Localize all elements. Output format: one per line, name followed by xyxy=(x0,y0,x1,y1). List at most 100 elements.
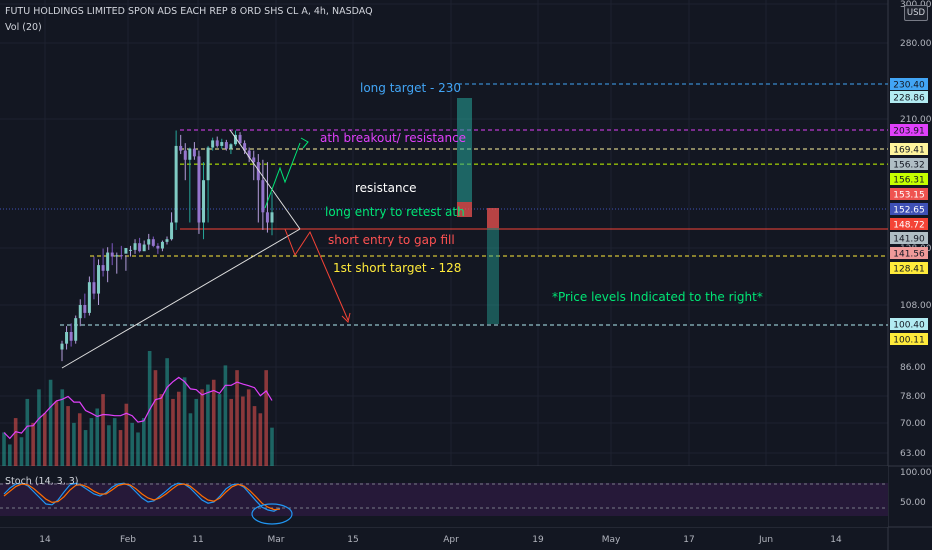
volume-bar xyxy=(37,389,41,466)
candle-body xyxy=(87,282,91,313)
long-stop-zone xyxy=(457,202,472,217)
long-target-zone xyxy=(457,98,472,202)
candle-body xyxy=(197,156,201,223)
price-label-tag xyxy=(890,188,928,200)
time-axis-tick: Mar xyxy=(268,535,285,545)
price-label-value: 169.41 xyxy=(893,146,925,156)
short-target-zone xyxy=(487,228,499,324)
time-axis-tick: May xyxy=(602,535,621,545)
candle-body xyxy=(238,134,242,144)
volume-ma-line xyxy=(3,376,273,440)
price-label-value: 156.31 xyxy=(893,176,925,186)
price-label-tag xyxy=(890,143,928,155)
candle-body xyxy=(192,148,196,157)
annotations: long target - 230 ath breakout/ resistanc… xyxy=(320,81,763,304)
candle-body xyxy=(101,265,105,271)
volume-bar xyxy=(264,370,268,466)
volume-bar xyxy=(83,430,88,466)
annotation-text: short entry to gap fill xyxy=(328,233,455,247)
volume-bar xyxy=(217,394,222,466)
price-label-value: 141.56 xyxy=(893,250,925,260)
time-axis-tick: 17 xyxy=(683,535,694,545)
volume-bar xyxy=(211,379,216,466)
annotation-text: long target - 230 xyxy=(360,81,461,95)
candle-body xyxy=(115,255,119,257)
price-label-value: 228.86 xyxy=(893,94,925,104)
candle-body xyxy=(142,244,146,252)
candle-body xyxy=(160,241,164,249)
candle-body xyxy=(233,134,237,145)
volume-bar xyxy=(258,413,263,466)
candle-body xyxy=(270,212,274,223)
stoch-indicator-label: Stoch (14, 3, 3) xyxy=(5,476,79,487)
candle-body xyxy=(265,212,269,223)
candle-body xyxy=(60,343,64,350)
candle-body xyxy=(138,243,142,252)
volume-bar xyxy=(165,358,169,466)
volume-bar xyxy=(60,389,65,466)
candle-body xyxy=(83,305,87,313)
time-axis-tick: 14 xyxy=(39,535,51,545)
price-label-value: 141.90 xyxy=(893,235,925,245)
candle-body xyxy=(74,318,78,341)
candle-body xyxy=(188,148,192,160)
stochastic-panel xyxy=(0,466,888,527)
price-label-tag xyxy=(890,78,928,90)
annotation-text: ath breakout/ resistance xyxy=(320,131,466,145)
price-axis-tick: 63.00 xyxy=(900,449,926,459)
symbol-title: FUTU HOLDINGS LIMITED SPON ADS EACH REP … xyxy=(5,6,373,17)
price-label-value: 153.15 xyxy=(893,191,925,201)
candles xyxy=(60,130,274,362)
stoch-k-line xyxy=(3,482,281,512)
volume-bar xyxy=(8,444,12,466)
candle-body xyxy=(106,252,110,271)
candle-body xyxy=(69,332,73,341)
price-label-value: 128.41 xyxy=(893,265,925,275)
volume-bar xyxy=(95,408,100,466)
volume-bar xyxy=(136,432,140,466)
volume-bar xyxy=(206,384,210,466)
time-axis-tick: Apr xyxy=(443,535,459,545)
short-stop-zone xyxy=(487,208,499,228)
candle-body xyxy=(183,150,187,160)
volume-bar xyxy=(31,422,35,466)
volume-bar xyxy=(89,418,94,466)
volume-bar xyxy=(118,430,123,466)
price-label-tag xyxy=(890,173,928,185)
candle-body xyxy=(256,162,260,181)
volume-bars xyxy=(2,351,274,466)
candle-body xyxy=(243,143,247,151)
stoch-axis-tick: 50.00 xyxy=(900,498,926,508)
volume-bar xyxy=(182,377,187,466)
price-label-value: 152.65 xyxy=(893,206,925,216)
currency-button[interactable]: USD xyxy=(904,5,928,21)
candle-body xyxy=(151,239,155,246)
candle-body xyxy=(133,243,137,250)
volume-bar xyxy=(241,396,245,466)
price-label-value: 230.40 xyxy=(893,81,925,91)
candle-body xyxy=(211,140,215,148)
volume-bar xyxy=(25,398,30,466)
short-arrow-head xyxy=(341,312,351,323)
volume-bar xyxy=(77,413,82,466)
volume-bar xyxy=(194,398,199,466)
volume-indicator-label: Vol (20) xyxy=(5,22,42,33)
long-arrow-head xyxy=(300,137,309,149)
stoch-axis-tick: 100.00 xyxy=(900,468,932,478)
volume-bar xyxy=(19,437,24,466)
price-levels xyxy=(0,83,888,326)
volume-bar xyxy=(200,389,204,466)
volume-bar xyxy=(159,394,164,466)
price-label-tag xyxy=(890,91,928,103)
candle-body xyxy=(224,142,228,149)
candle-body xyxy=(97,265,101,294)
volume-bar xyxy=(72,422,76,466)
volume-bar xyxy=(176,391,181,466)
price-axis-tick: 86.00 xyxy=(900,363,926,373)
candle-body xyxy=(110,252,114,257)
volume-bar xyxy=(107,425,111,466)
volume-bar xyxy=(223,365,228,466)
time-axis-tick: Feb xyxy=(120,535,136,545)
price-label-tag xyxy=(890,232,928,244)
